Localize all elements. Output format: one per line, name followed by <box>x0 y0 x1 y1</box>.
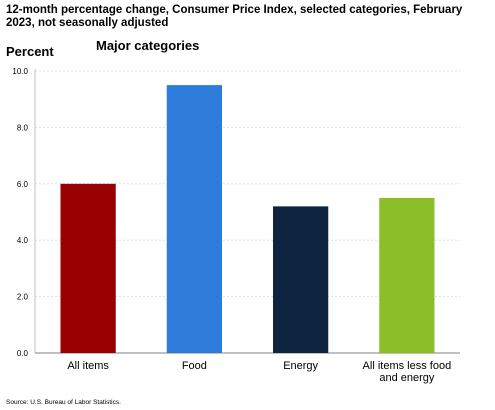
x-category-label: and energy <box>379 372 435 384</box>
y-tick-label: 10.0 <box>12 67 28 76</box>
bar <box>379 197 435 353</box>
x-category-label: Food <box>182 360 207 372</box>
x-category-label: All items less food <box>363 360 452 372</box>
source-note: Source: U.S. Bureau of Labor Statistics. <box>6 399 121 406</box>
bar <box>273 206 329 353</box>
y-axis-label: Percent <box>6 44 54 59</box>
x-category-label: Energy <box>283 360 318 372</box>
y-tick-label: 6.0 <box>17 180 29 189</box>
y-tick-label: 0.0 <box>17 349 29 358</box>
bar <box>166 85 222 353</box>
y-tick-label: 4.0 <box>17 236 29 245</box>
chart-subtitle: Major categories <box>96 38 200 53</box>
bar <box>60 183 116 353</box>
chart-title: 12-month percentage change, Consumer Pri… <box>6 4 463 29</box>
x-category-label: All items <box>67 360 109 372</box>
y-tick-label: 8.0 <box>17 123 29 132</box>
y-tick-label: 2.0 <box>17 293 29 302</box>
